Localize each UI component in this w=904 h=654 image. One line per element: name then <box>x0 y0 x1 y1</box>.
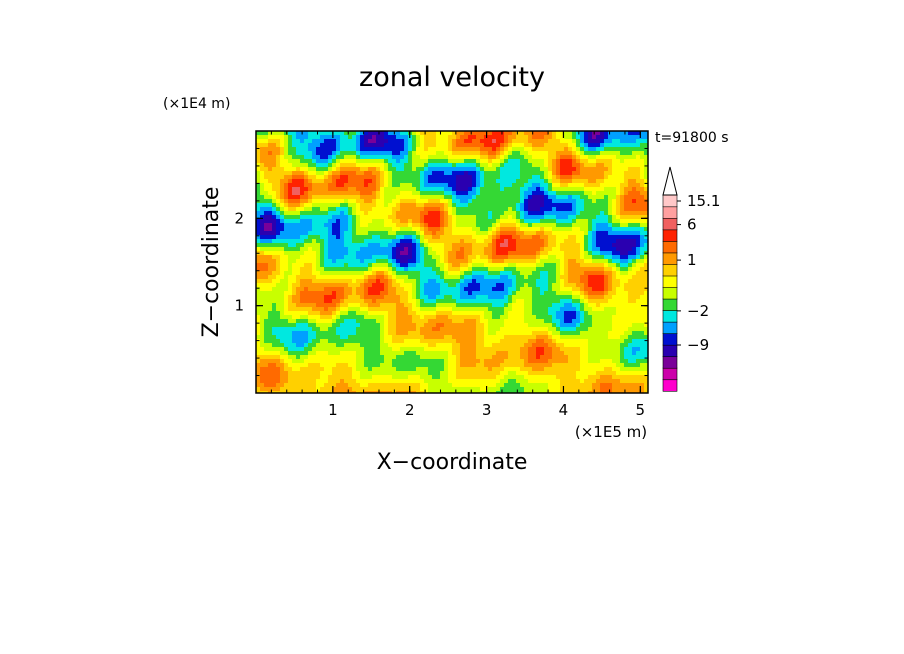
colorbar-segment <box>662 344 678 358</box>
colorbar <box>662 166 678 392</box>
colorbar-label: −2 <box>687 302 709 320</box>
x-axis: 1 2 3 4 5 <box>270 131 646 419</box>
x-tick-label: 5 <box>636 401 646 419</box>
colorbar-segment <box>662 206 678 219</box>
colorbar-segment <box>662 356 678 369</box>
plot-frame <box>255 130 649 394</box>
colorbar-labels: 15.1 6 1 −2 −9 <box>677 192 720 354</box>
colorbar-segment <box>662 309 678 323</box>
y-unit-label: (×1E4 m) <box>163 96 230 112</box>
zonal-velocity-field <box>256 131 648 393</box>
x-tick-label: 1 <box>328 401 338 419</box>
chart-title: zonal velocity <box>359 62 545 93</box>
colorbar-label: −9 <box>687 336 709 354</box>
x-tick-label: 3 <box>482 401 492 419</box>
colorbar-segment <box>662 229 678 242</box>
x-tick-label: 4 <box>559 401 569 419</box>
x-tick-label: 2 <box>405 401 415 419</box>
time-label: t=91800 s <box>655 130 729 146</box>
colorbar-label: 6 <box>687 216 697 234</box>
colorbar-segment <box>662 194 678 208</box>
y-tick-label: 1 <box>234 297 244 315</box>
colorbar-extend-arrow <box>662 166 678 196</box>
colorbar-label: 15.1 <box>687 192 720 210</box>
colorbar-segment <box>662 333 678 346</box>
colorbar-segment <box>662 275 678 288</box>
x-axis-title: X−coordinate <box>377 450 528 475</box>
colorbar-segment <box>662 252 678 265</box>
colorbar-segment <box>662 217 678 231</box>
y-tick-label: 2 <box>234 209 244 227</box>
colorbar-segment <box>662 298 678 311</box>
colorbar-segment <box>662 321 678 334</box>
colorbar-segment <box>662 367 678 381</box>
colorbar-segment <box>662 379 678 392</box>
y-axis: 12 <box>234 147 648 377</box>
y-axis-title: Z−coordinate <box>199 187 224 338</box>
colorbar-segment <box>662 263 678 277</box>
colorbar-segment <box>662 240 678 254</box>
x-unit-label: (×1E5 m) <box>575 423 647 441</box>
colorbar-label: 1 <box>687 251 697 269</box>
colorbar-segment <box>662 286 678 300</box>
